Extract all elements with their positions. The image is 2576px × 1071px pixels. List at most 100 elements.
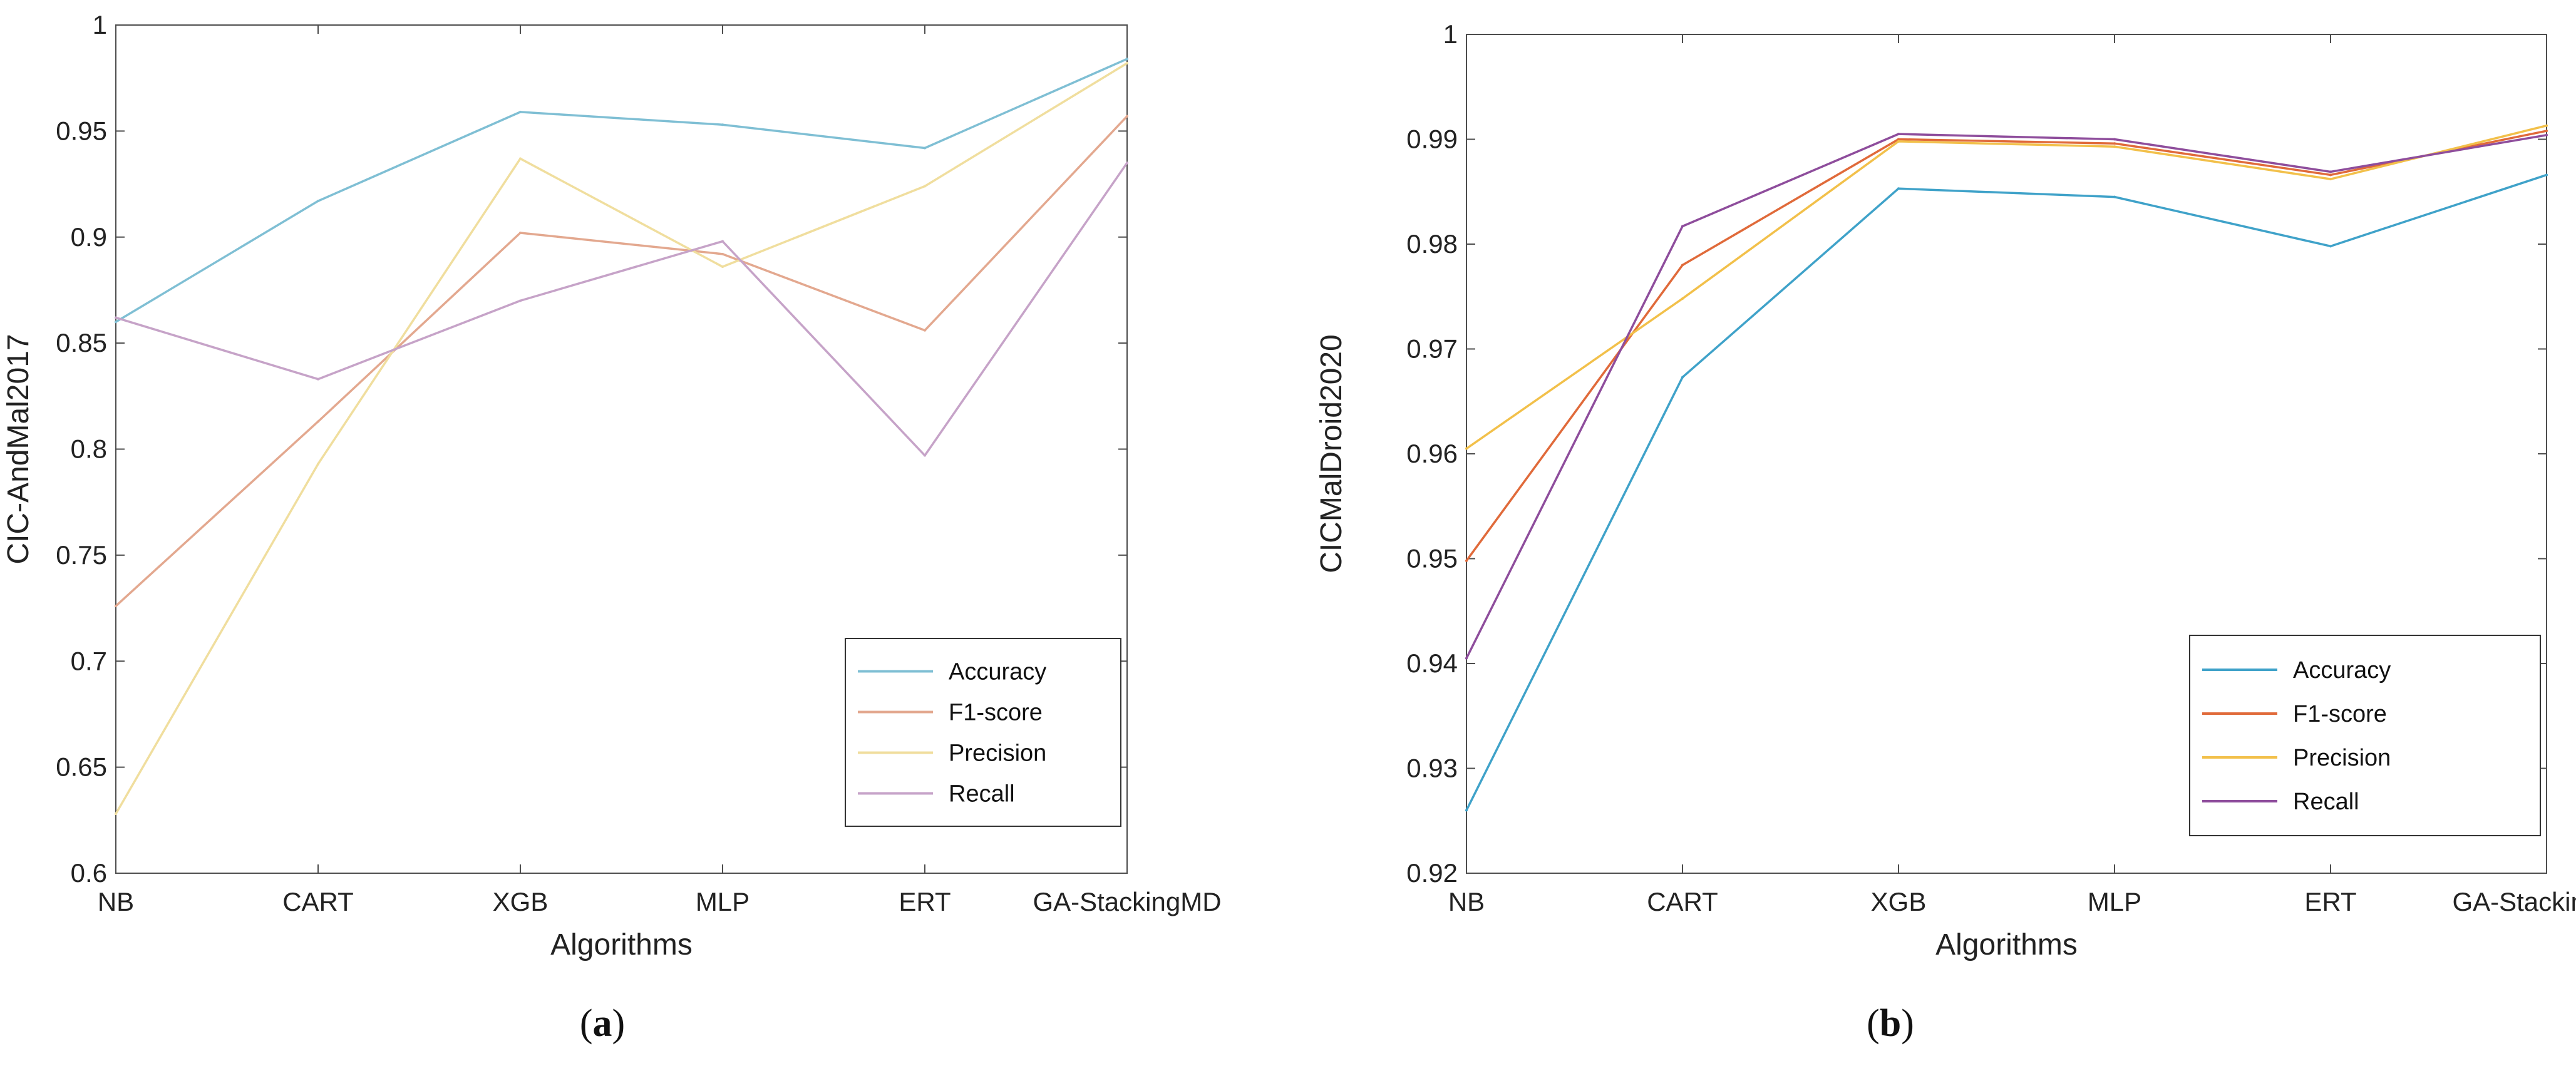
legend-box <box>845 638 1121 827</box>
y-tick-label: 0.95 <box>56 116 107 145</box>
legend-entry: Recall <box>2293 789 2359 815</box>
y-tick-label: 0.96 <box>1406 439 1458 468</box>
y-tick-label: 0.92 <box>1406 858 1458 888</box>
data-point <box>1897 140 1900 143</box>
data-point <box>1897 187 1900 190</box>
y-tick-label: 0.7 <box>71 646 107 675</box>
data-point <box>519 157 522 160</box>
x-tick-label: XGB <box>1871 887 1927 916</box>
series-line-precision <box>1466 125 2547 450</box>
data-point <box>1681 264 1684 267</box>
data-point <box>1681 297 1684 300</box>
panel-label-a: (a) <box>579 1002 626 1045</box>
x-tick-label: NB <box>1448 887 1485 916</box>
data-point <box>721 240 724 243</box>
x-tick-label: GA-StackingMD <box>1033 887 1221 916</box>
data-point <box>2113 195 2116 198</box>
y-tick-label: 0.97 <box>1406 334 1458 364</box>
legend-entry: F1-score <box>2293 701 2387 727</box>
data-point <box>519 231 522 234</box>
legend-entry: Precision <box>949 740 1046 767</box>
data-point <box>115 812 117 816</box>
legend-entry: Accuracy <box>2293 657 2391 684</box>
panel-label-b: (b) <box>1867 1002 1914 1045</box>
data-point <box>1126 58 1128 61</box>
legend-entry: F1-score <box>949 700 1043 726</box>
series-line-accuracy <box>1465 173 2547 811</box>
x-tick-label: ERT <box>899 887 951 916</box>
line-chart-a: 0.6 0.65 0.7 0.75 0.8 0.85 0.9 0.95 1 NB CART XGB ML… <box>2 10 1222 961</box>
y-tick-label: 0.9 <box>71 222 107 252</box>
data-point <box>1681 376 1684 379</box>
data-point <box>924 329 926 332</box>
data-point <box>721 123 724 126</box>
x-axis-label: Algorithms <box>1935 928 2078 961</box>
data-point <box>2545 133 2548 136</box>
y-tick-label: 0.99 <box>1406 125 1458 154</box>
data-point <box>924 185 926 188</box>
chart-panel-b: 0.92 0.93 0.94 0.95 0.96 0.97 0.98 0.99 1 NB CART X… <box>1288 0 2576 1071</box>
x-tick-label: MLP <box>2088 887 2141 916</box>
y-tick-label: 1 <box>1443 19 1458 49</box>
data-point <box>2545 173 2548 177</box>
y-tick-label: 0.94 <box>1406 648 1458 678</box>
data-point <box>317 420 319 423</box>
data-point <box>2113 142 2116 145</box>
y-tick-label: 0.6 <box>71 858 107 888</box>
y-tick-label: 1 <box>93 10 107 39</box>
y-tick-label: 0.85 <box>56 328 107 357</box>
data-point <box>1465 447 1468 450</box>
data-point <box>2329 178 2332 181</box>
x-tick-label: ERT <box>2304 887 2356 916</box>
data-point <box>1126 161 1128 165</box>
data-point <box>1681 225 1684 228</box>
data-point <box>2113 138 2116 141</box>
y-tick-label: 0.75 <box>56 540 107 570</box>
y-tick-label: 0.65 <box>56 752 107 782</box>
legend-entry: Recall <box>949 781 1015 807</box>
series-line-precision <box>115 62 1128 815</box>
x-tick-label: GA-StackingMD <box>2452 887 2576 916</box>
data-point <box>2329 245 2332 248</box>
y-tick-label: 0.95 <box>1406 544 1458 573</box>
data-point <box>115 605 117 608</box>
series-line-f1-score <box>1465 130 2547 561</box>
y-tick-label: 0.8 <box>71 434 107 464</box>
chart-panel-a: 0.6 0.65 0.7 0.75 0.8 0.85 0.9 0.95 1 NB CART XGB ML… <box>2 10 1222 1045</box>
data-point <box>1897 138 1900 141</box>
data-point <box>1126 61 1128 64</box>
data-point <box>1126 115 1128 118</box>
legend-entry: Precision <box>2293 745 2391 771</box>
data-point <box>2113 145 2116 148</box>
x-tick-label: XGB <box>493 887 549 916</box>
series-line-recall <box>115 162 1128 457</box>
legend-entry: Accuracy <box>949 659 1046 685</box>
x-tick-label: MLP <box>696 887 750 916</box>
data-point <box>2329 170 2332 173</box>
data-point <box>721 265 724 269</box>
x-tick-label: CART <box>282 887 354 916</box>
data-point <box>1465 809 1468 812</box>
data-point <box>2545 124 2548 127</box>
data-point <box>519 110 522 113</box>
series-line-recall <box>1465 133 2547 659</box>
data-point <box>317 200 319 203</box>
y-axis-label: CICMalDroid2020 <box>1315 334 1348 573</box>
data-point <box>2545 130 2548 133</box>
x-axis-label: Algorithms <box>550 928 693 961</box>
data-point <box>1465 657 1468 660</box>
data-point <box>317 377 319 381</box>
data-point <box>1465 559 1468 562</box>
data-point <box>519 299 522 302</box>
data-point <box>115 320 117 324</box>
data-point <box>115 316 117 319</box>
line-chart-b: 0.92 0.93 0.94 0.95 0.96 0.97 0.98 0.99 1 NB CART X… <box>1315 19 2576 961</box>
data-point <box>317 463 319 466</box>
x-tick-label: CART <box>1647 887 1718 916</box>
y-tick-label: 0.93 <box>1406 754 1458 783</box>
x-tick-label: NB <box>98 887 134 916</box>
data-point <box>924 454 926 457</box>
series-line-f1-score <box>115 115 1128 607</box>
data-point <box>1897 133 1900 136</box>
data-point <box>2329 173 2332 177</box>
